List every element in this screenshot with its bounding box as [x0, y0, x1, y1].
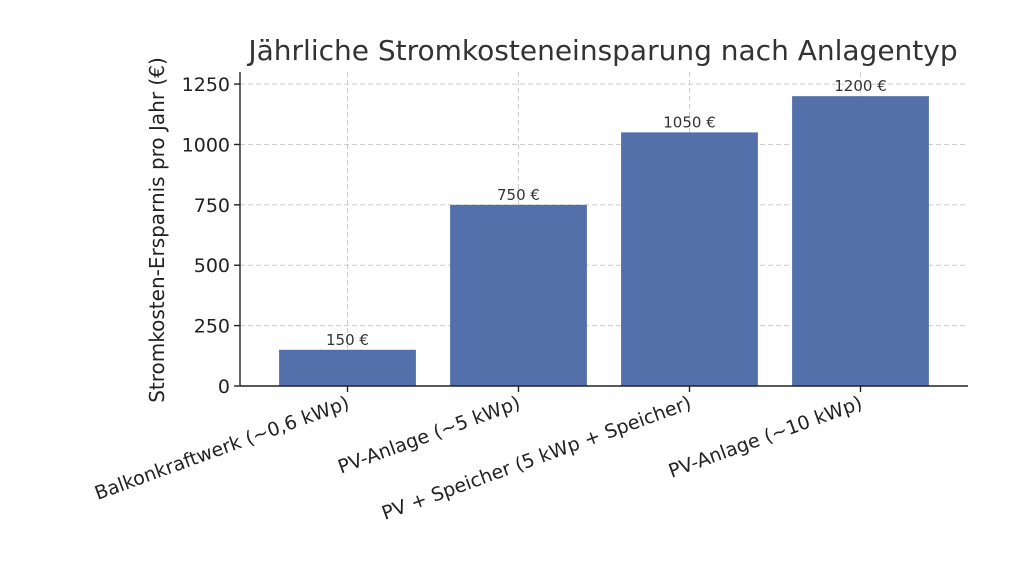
bar: [792, 96, 929, 387]
bar-data-label: 1200 €: [834, 77, 887, 95]
chart-title: Jährliche Stromkosteneinsparung nach Anl…: [246, 34, 957, 67]
bar: [621, 132, 758, 386]
y-tick-label: 1000: [182, 134, 230, 156]
y-tick-label: 0: [218, 376, 230, 398]
axes: [239, 72, 968, 387]
y-axis-label: Stromkosten-Ersparnis pro Jahr (€): [145, 57, 169, 403]
bar: [450, 204, 587, 386]
y-tick-label: 750: [194, 195, 230, 217]
bar: [279, 349, 416, 386]
y-tick-label: 250: [194, 316, 230, 338]
data-labels: 150 € 750 € 1050 € 1200 €: [326, 77, 887, 349]
x-tick-label: PV-Anlage (~10 kWp): [666, 392, 866, 483]
x-tick-label: Balkonkraftwerk (~0,6 kWp): [92, 392, 352, 505]
bar-data-label: 1050 €: [663, 113, 716, 131]
y-tick-label: 1250: [182, 74, 230, 96]
x-tick-labels: Balkonkraftwerk (~0,6 kWp)PV-Anlage (~5 …: [92, 386, 865, 525]
y-ticks: 0 250 500 750 1000 1250: [182, 74, 240, 398]
bars: [279, 96, 929, 387]
bar-data-label: 150 €: [326, 331, 369, 349]
x-tick-label: PV + Speicher (5 kWp + Speicher): [379, 392, 694, 525]
y-tick-label: 500: [194, 255, 230, 277]
bar-data-label: 750 €: [497, 186, 540, 204]
